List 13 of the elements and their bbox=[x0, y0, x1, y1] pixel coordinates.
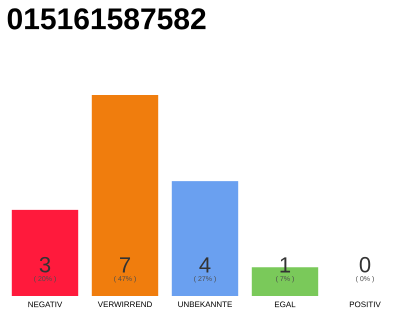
x-tick-label: VERWIRREND bbox=[98, 302, 152, 308]
x-tick-label: EGAL bbox=[274, 302, 296, 308]
chart-title: 015161587582 bbox=[8, 8, 206, 30]
bar bbox=[12, 210, 78, 296]
data-label: 4 bbox=[199, 257, 210, 272]
x-tick-label: NEGATIV bbox=[28, 302, 62, 308]
x-tick-label: POSITIV bbox=[350, 302, 381, 308]
data-label: 3 bbox=[40, 256, 50, 272]
bar bbox=[172, 181, 238, 296]
bar bbox=[92, 94, 158, 296]
x-tick-label: UNBEKANNTE bbox=[178, 302, 232, 308]
data-label: 7 bbox=[120, 257, 130, 272]
data-label: 0 bbox=[360, 256, 370, 272]
